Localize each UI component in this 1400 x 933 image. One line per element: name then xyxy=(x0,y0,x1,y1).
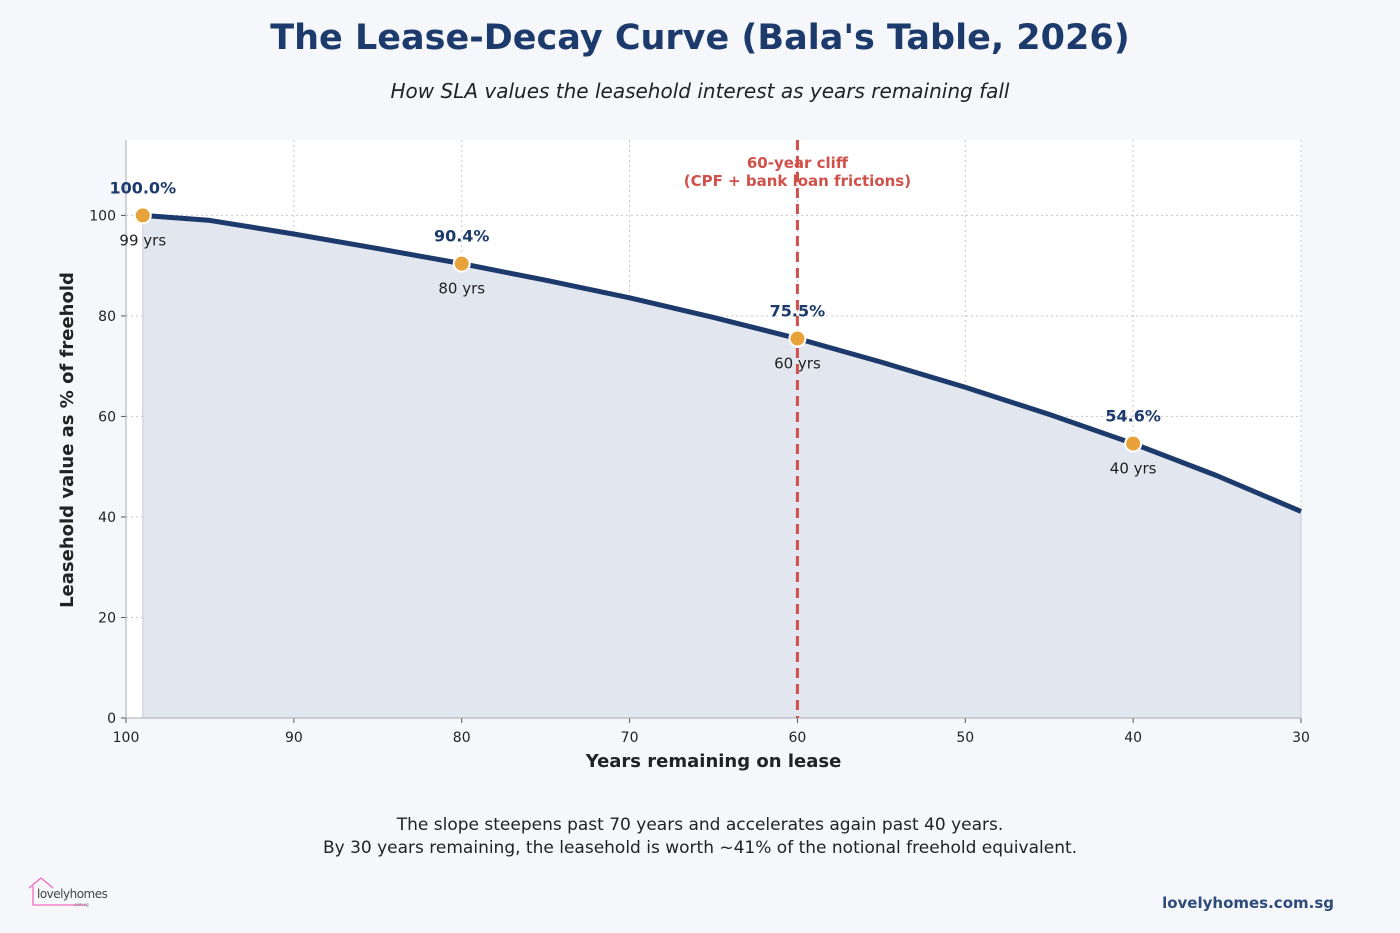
x-axis-label: Years remaining on lease xyxy=(585,751,842,772)
footnote-line-2: By 30 years remaining, the leasehold is … xyxy=(322,838,1078,858)
brand-logo: lovelyhomes .com.sg xyxy=(27,877,127,909)
reference-label-line-1: 60-year cliff xyxy=(747,154,849,172)
chart-title: The Lease-Decay Curve (Bala's Table, 202… xyxy=(270,18,1130,58)
data-point-marker xyxy=(452,254,471,273)
data-label-years: 60 yrs xyxy=(774,355,821,373)
y-tick-label: 100 xyxy=(89,208,116,224)
y-tick-label: 0 xyxy=(107,711,116,727)
x-tick-label: 30 xyxy=(1292,730,1310,746)
data-label-value: 54.6% xyxy=(1105,407,1161,426)
house-icon xyxy=(28,877,87,906)
y-tick-label: 60 xyxy=(98,409,116,425)
series-line xyxy=(142,212,1302,514)
chart-subtitle: How SLA values the leasehold interest as… xyxy=(390,79,1010,103)
y-axis-label: Leasehold value as % of freehold xyxy=(57,272,78,608)
logo-text: lovelyhomes xyxy=(37,887,108,901)
data-label-value: 100.0% xyxy=(109,178,176,197)
y-tick-label: 20 xyxy=(98,610,116,626)
logo-sub: .com.sg xyxy=(73,902,89,907)
x-tick-label: 80 xyxy=(453,730,471,746)
site-url: lovelyhomes.com.sg xyxy=(1162,894,1334,912)
data-point-marker xyxy=(133,206,152,225)
footnote: The slope steepens past 70 years and acc… xyxy=(0,814,1400,860)
x-tick-label: 100 xyxy=(113,730,140,746)
y-tick-label: 40 xyxy=(98,510,116,526)
x-tick-label: 70 xyxy=(621,730,639,746)
reference-label-line-2: (CPF + bank loan frictions) xyxy=(684,172,911,190)
y-tick-label: 80 xyxy=(98,309,116,325)
data-label-years: 80 yrs xyxy=(438,280,485,298)
data-label-value: 90.4% xyxy=(434,227,490,246)
x-tick-label: 50 xyxy=(956,730,974,746)
x-tick-label: 60 xyxy=(789,730,807,746)
data-point-marker xyxy=(1124,434,1143,453)
data-label-years: 99 yrs xyxy=(119,231,166,249)
x-tick-label: 90 xyxy=(285,730,303,746)
data-label-years: 40 yrs xyxy=(1110,460,1157,478)
footnote-line-1: The slope steepens past 70 years and acc… xyxy=(396,815,1004,835)
data-label-value: 75.5% xyxy=(770,302,826,321)
data-point-marker xyxy=(788,329,807,348)
x-tick-label: 40 xyxy=(1124,730,1142,746)
